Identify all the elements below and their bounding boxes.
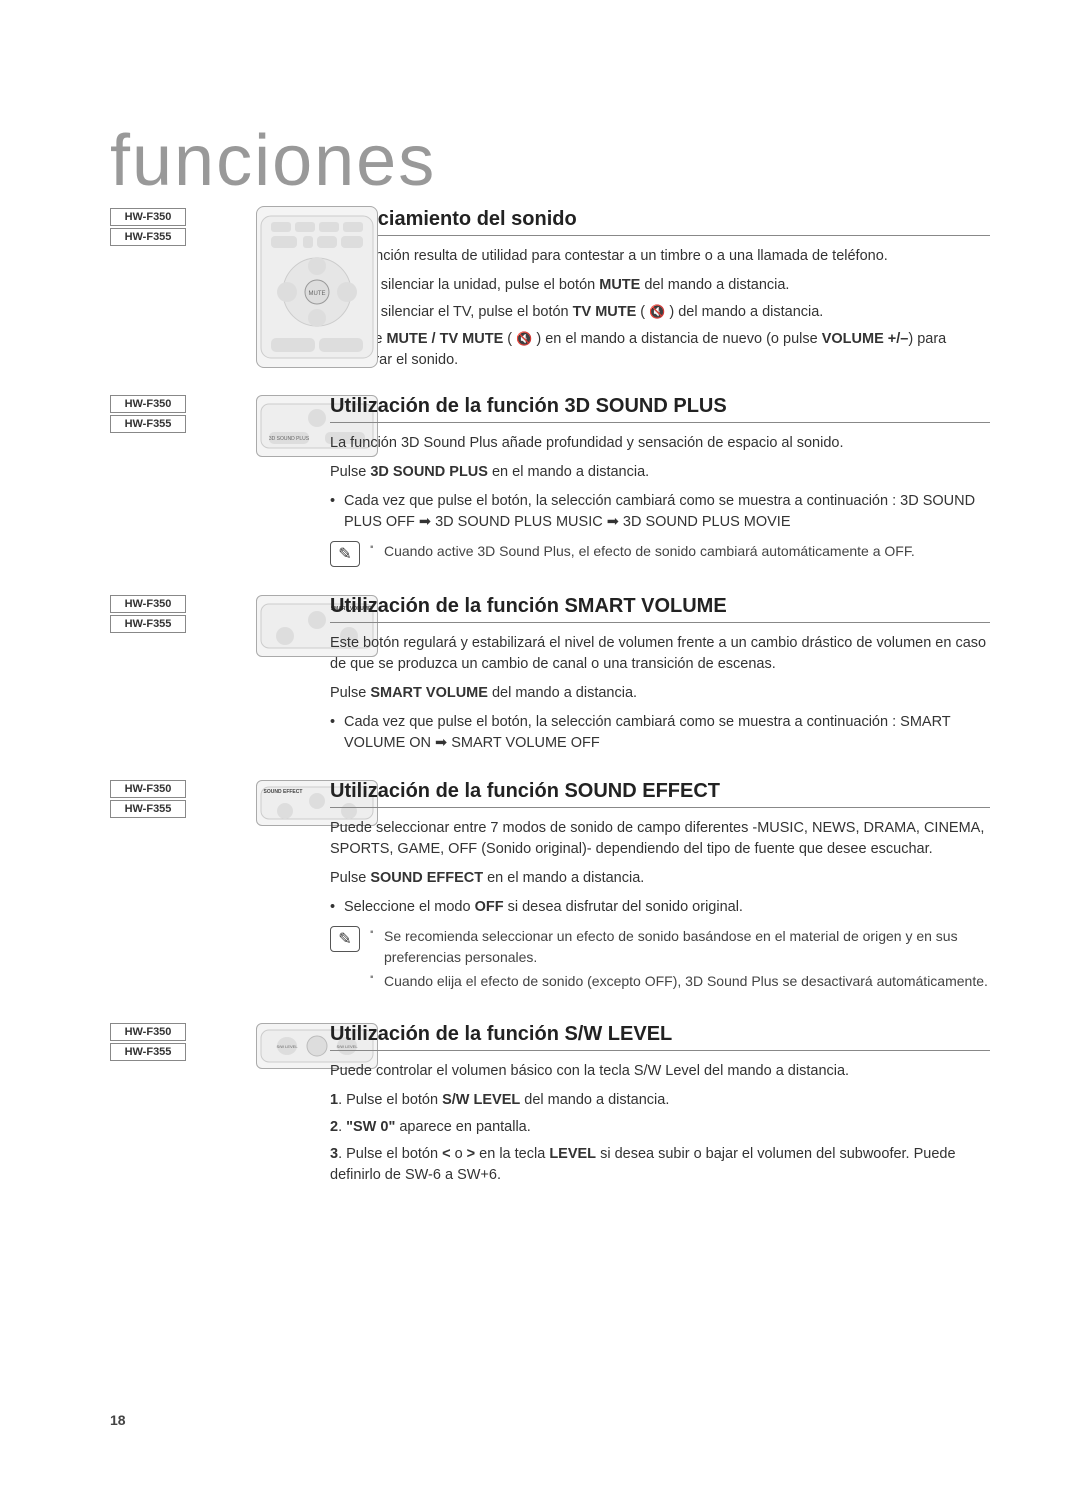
step-3: 3. Pulse MUTE / TV MUTE ( 🔇 ) en el mand…	[330, 329, 990, 371]
svg-text:3D SOUND PLUS: 3D SOUND PLUS	[269, 436, 310, 442]
note-items: Cuando active 3D Sound Plus, el efecto d…	[370, 541, 990, 565]
step-1: 1. Para silenciar la unidad, pulse el bo…	[330, 275, 990, 296]
content-column: Utilización de la función SMART VOLUME E…	[330, 595, 990, 762]
bullet-item: Cada vez que pulse el botón, la selecció…	[330, 491, 990, 533]
intro-text: Este botón regulará y estabilizará el ni…	[330, 633, 990, 675]
note-item: Cuando active 3D Sound Plus, el efecto d…	[370, 541, 990, 561]
instruction: Pulse SMART VOLUME del mando a distancia…	[330, 683, 990, 704]
model-tag: HW-F350	[110, 780, 186, 798]
note-item: Cuando elija el efecto de sonido (except…	[370, 971, 990, 991]
left-column: HW-F350 HW-F355 S/W LEVELS/W LEVEL	[110, 1023, 330, 1192]
intro-text: Puede seleccionar entre 7 modos de sonid…	[330, 818, 990, 860]
model-tags: HW-F350 HW-F355	[110, 395, 186, 433]
content-column: Utilización de la función 3D SOUND PLUS …	[330, 395, 990, 577]
remote-illustration: MUTE	[256, 206, 378, 368]
content-column: Silenciamiento del sonido Esta función r…	[330, 208, 990, 377]
left-column: HW-F350 HW-F355 MUTE	[110, 208, 330, 377]
instruction: Pulse 3D SOUND PLUS en el mando a distan…	[330, 462, 990, 483]
model-tags: HW-F350 HW-F355	[110, 780, 186, 818]
model-tag: HW-F355	[110, 615, 186, 633]
bullet-list: Cada vez que pulse el botón, la selecció…	[330, 712, 990, 754]
intro-text: La función 3D Sound Plus añade profundid…	[330, 433, 990, 454]
bullet-list: Cada vez que pulse el botón, la selecció…	[330, 491, 990, 533]
model-tags: HW-F350 HW-F355	[110, 595, 186, 633]
model-tags: HW-F350 HW-F355	[110, 208, 186, 246]
bullet-list: Seleccione el modo OFF si desea disfruta…	[330, 897, 990, 918]
note-item: Se recomienda seleccionar un efecto de s…	[370, 926, 990, 967]
note-icon: ✎	[330, 541, 360, 567]
content-column: Utilización de la función S/W LEVEL Pued…	[330, 1023, 990, 1192]
note-box: ✎ Se recomienda seleccionar un efecto de…	[330, 926, 990, 995]
section-heading: Utilización de la función SOUND EFFECT	[330, 780, 990, 808]
svg-text:SOUND EFFECT: SOUND EFFECT	[264, 789, 303, 795]
content-column: Utilización de la función SOUND EFFECT P…	[330, 780, 990, 1005]
model-tag: HW-F350	[110, 208, 186, 226]
bullet-item: Cada vez que pulse el botón, la selecció…	[330, 712, 990, 754]
section-mute: HW-F350 HW-F355 MUTE	[110, 208, 990, 377]
left-column: HW-F350 HW-F355 SMART VOLUME	[110, 595, 330, 762]
svg-text:MUTE: MUTE	[309, 291, 326, 297]
instruction: Pulse SOUND EFFECT en el mando a distanc…	[330, 868, 990, 889]
svg-text:S/W LEVEL: S/W LEVEL	[276, 1044, 298, 1049]
step-1: 1. Pulse el botón S/W LEVEL del mando a …	[330, 1090, 990, 1111]
step-3: 3. Pulse el botón < o > en la tecla LEVE…	[330, 1144, 990, 1186]
section-heading: Utilización de la función SMART VOLUME	[330, 595, 990, 623]
model-tag: HW-F350	[110, 1023, 186, 1041]
step-2: 2. Para silenciar el TV, pulse el botón …	[330, 302, 990, 323]
model-tags: HW-F350 HW-F355	[110, 1023, 186, 1061]
left-column: HW-F350 HW-F355 SOUND EFFECT	[110, 780, 330, 1005]
left-column: HW-F350 HW-F355 3D SOUND PLUS	[110, 395, 330, 577]
model-tag: HW-F355	[110, 415, 186, 433]
note-box: ✎ Cuando active 3D Sound Plus, el efecto…	[330, 541, 990, 567]
model-tag: HW-F355	[110, 1043, 186, 1061]
mute-icon: 🔇	[516, 330, 532, 349]
intro-text: Esta función resulta de utilidad para co…	[330, 246, 990, 267]
bullet-item: Seleccione el modo OFF si desea disfruta…	[330, 897, 990, 918]
section-smart-volume: HW-F350 HW-F355 SMART VOLUME Utilización…	[110, 595, 990, 762]
mute-icon: 🔇	[649, 303, 665, 322]
model-tag: HW-F355	[110, 800, 186, 818]
model-tag: HW-F355	[110, 228, 186, 246]
section-heading: Silenciamiento del sonido	[330, 208, 990, 236]
model-tag: HW-F350	[110, 595, 186, 613]
intro-text: Puede controlar el volumen básico con la…	[330, 1061, 990, 1082]
section-3d-sound: HW-F350 HW-F355 3D SOUND PLUS Utilizació…	[110, 395, 990, 577]
note-items: Se recomienda seleccionar un efecto de s…	[370, 926, 990, 995]
section-heading: Utilización de la función 3D SOUND PLUS	[330, 395, 990, 423]
section-heading: Utilización de la función S/W LEVEL	[330, 1023, 990, 1051]
section-sw-level: HW-F350 HW-F355 S/W LEVELS/W LEVEL Utili…	[110, 1023, 990, 1192]
step-2: 2. "SW 0" aparece en pantalla.	[330, 1117, 990, 1138]
model-tag: HW-F350	[110, 395, 186, 413]
page-number: 18	[110, 1412, 126, 1428]
page-title: funciones	[110, 120, 990, 202]
manual-page: funciones HW-F350 HW-F355 MUTE	[0, 0, 1080, 1488]
section-sound-effect: HW-F350 HW-F355 SOUND EFFECT Utilización…	[110, 780, 990, 1005]
note-icon: ✎	[330, 926, 360, 952]
